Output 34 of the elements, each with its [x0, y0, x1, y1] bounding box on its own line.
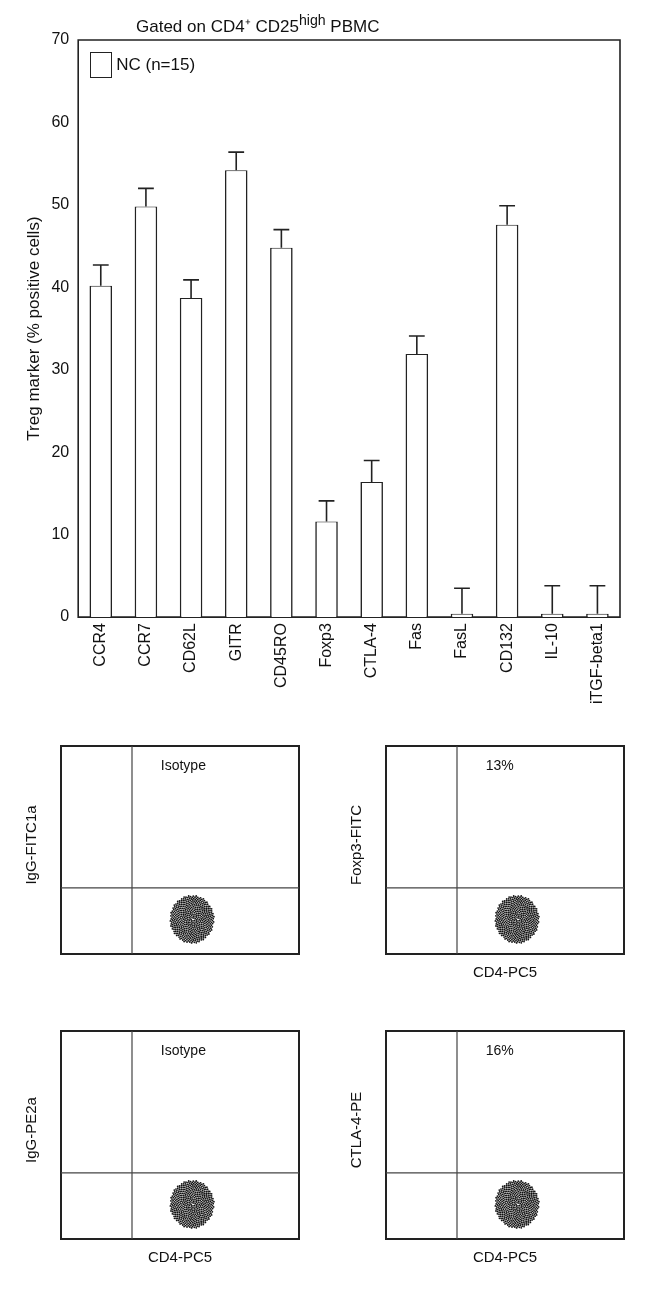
text: CD4-PC5 [471, 963, 539, 980]
x-tick-label: Fas [407, 623, 425, 650]
x-tick-label: CCR7 [136, 622, 154, 667]
y-tick-label: 0 [60, 607, 70, 625]
x-tick-label: Foxp3 [316, 622, 334, 668]
chart-title: Gated on CD4⁺ CD25$^{high}$ PBMC [136, 12, 380, 37]
y-axis-title: Treg marker (% positive cells) [23, 216, 43, 441]
y-tick-label: 40 [51, 277, 70, 295]
x-tick-label: CD132 [497, 622, 515, 673]
text: 16% [485, 1042, 514, 1058]
x-tick-label: CTLA-4 [362, 622, 380, 679]
text: Isotype [160, 757, 206, 773]
y-tick-label: 70 [51, 30, 70, 48]
text: CTLA-4-PE [346, 1091, 364, 1169]
y-tick-label: 50 [51, 195, 70, 213]
x-tick-label: FasL [452, 622, 470, 659]
x-tick-label: CD45RO [271, 623, 289, 688]
y-tick-label: 20 [51, 442, 70, 460]
x-tick-label: GITR [226, 623, 244, 662]
text: CD4-PC5 [471, 1248, 539, 1265]
text: Foxp3-FITC [346, 804, 364, 886]
y-tick-label: 30 [51, 360, 70, 378]
text: 13% [485, 757, 514, 773]
x-tick-label: IL-10 [542, 622, 560, 660]
text: Isotype [160, 1042, 206, 1058]
y-tick-label: 60 [51, 112, 70, 130]
y-tick-label: 10 [51, 525, 70, 543]
text: NC (n=15) [116, 55, 196, 75]
text: CD4-PC5 [146, 1248, 214, 1265]
x-tick-label: CD62L [181, 622, 199, 673]
text: IgG-FITC1a [21, 805, 39, 885]
text: IgG-PE2a [21, 1097, 39, 1163]
x-tick-label: iTGF-beta1 [587, 622, 605, 705]
x-tick-label: CCR4 [91, 622, 109, 667]
